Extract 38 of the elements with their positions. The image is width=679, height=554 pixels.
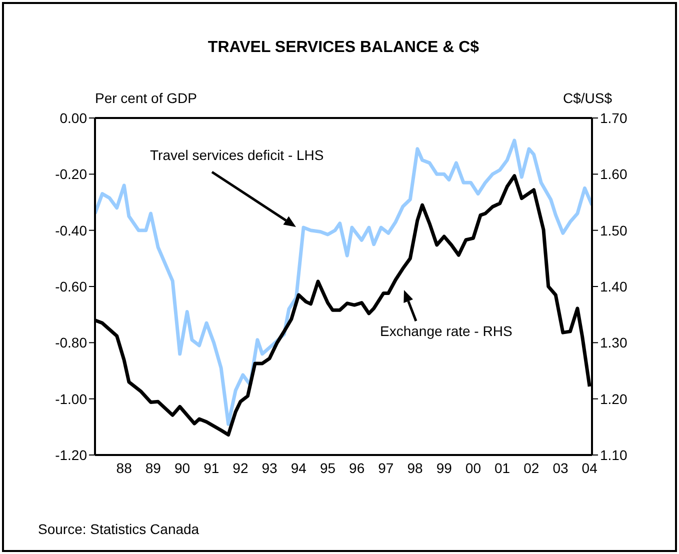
y2-axis-title: C$/US$ [562, 90, 612, 106]
x-tick-label: 99 [436, 460, 452, 476]
y2-tick-label: 1.50 [600, 222, 628, 238]
x-tick-label: 95 [320, 460, 336, 476]
line-series [95, 138, 592, 426]
x-tick-label: 03 [552, 460, 568, 476]
x-tick-label: 94 [290, 460, 307, 476]
x-tick-label: 93 [262, 460, 278, 476]
x-tick-label: 04 [582, 460, 598, 476]
y2-tick-label: 1.60 [600, 166, 628, 182]
x-tick-label: 02 [524, 460, 540, 476]
y-axis-title: Per cent of GDP [95, 90, 197, 106]
legend-label: Exchange rate - RHS [380, 323, 512, 339]
x-tick-label: 89 [145, 460, 162, 476]
x-tick-label: 97 [378, 460, 394, 476]
x-tick-label: 88 [116, 460, 132, 476]
y2-tick-label: 1.10 [600, 446, 628, 463]
y2-tick-label: 1.40 [600, 278, 628, 294]
y-tick-label: 0.00 [60, 110, 88, 126]
y-tick-label: -1.00 [55, 390, 88, 407]
y2-tick-label: 1.30 [600, 334, 628, 351]
y-tick-label: -0.20 [55, 166, 88, 182]
x-tick-label: 92 [232, 460, 248, 476]
y-tick-label: -0.40 [55, 222, 88, 238]
y-tick-label: -0.60 [55, 278, 88, 294]
x-tick-label: 90 [174, 460, 190, 476]
y-tick-label: -1.20 [55, 446, 88, 463]
x-tick-label: 96 [349, 460, 365, 476]
y-tick-label: -0.80 [55, 334, 88, 351]
x-tick-label: 98 [407, 460, 424, 476]
x-tick-label: 00 [465, 460, 482, 476]
source-note: Source: Statistics Canada [38, 521, 200, 537]
y2-tick-label: 1.70 [600, 110, 628, 126]
x-tick-label: 91 [204, 460, 220, 476]
y2-tick-label: 1.20 [600, 390, 628, 407]
text: Travel services deficit - LHS [150, 147, 324, 163]
x-tick-label: 01 [494, 460, 510, 476]
chart-title: TRAVEL SERVICES BALANCE & C$ [208, 39, 480, 56]
